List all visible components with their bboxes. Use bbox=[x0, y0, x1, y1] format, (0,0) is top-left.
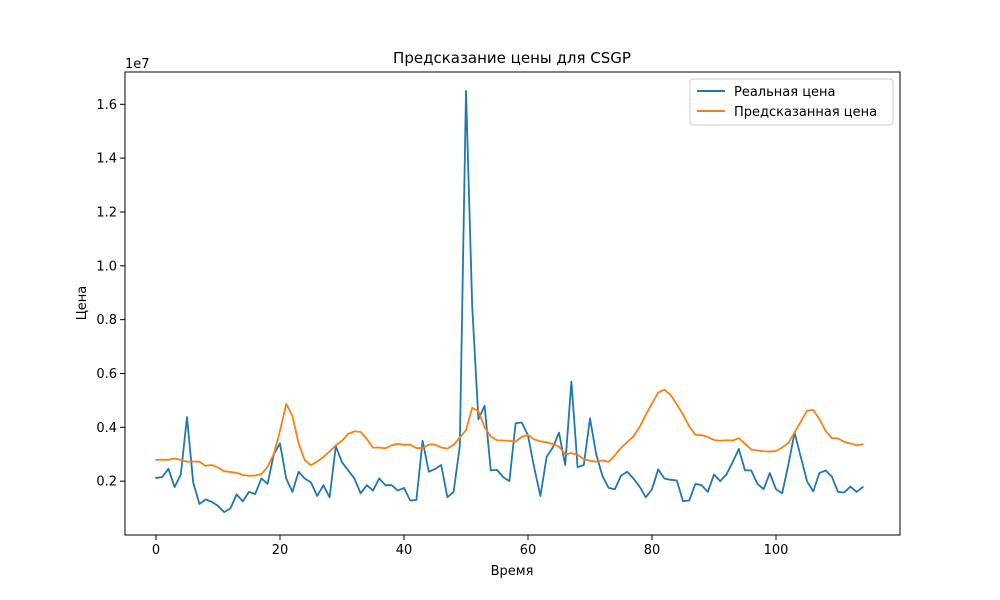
legend-label-predicted-price: Предсказанная цена bbox=[734, 105, 877, 120]
legend-label-real-price: Реальная цена bbox=[734, 85, 836, 100]
x-tick-label: 100 bbox=[764, 543, 789, 558]
plot-frame bbox=[124, 71, 901, 536]
y-tick-label: 1.0 bbox=[96, 259, 117, 274]
legend: Реальная цена Предсказанная цена bbox=[689, 78, 894, 126]
y-axis: 0.2 0.4 0.6 0.8 1.0 1.2 1.4 1.6 bbox=[96, 98, 125, 490]
y-offset-label: 1e7 bbox=[125, 57, 150, 72]
series-line-predicted-price bbox=[155, 388, 864, 477]
y-tick-label: 1.4 bbox=[96, 152, 117, 167]
legend-box bbox=[689, 78, 894, 126]
x-tick-label: 0 bbox=[152, 543, 160, 558]
x-tick-label: 80 bbox=[644, 543, 661, 558]
y-tick-label: 1.6 bbox=[96, 98, 117, 113]
y-tick-label: 0.8 bbox=[96, 313, 117, 328]
x-axis: 0 20 40 60 80 100 bbox=[152, 535, 789, 558]
x-tick-label: 20 bbox=[272, 543, 289, 558]
x-axis-title: Время bbox=[491, 564, 534, 579]
y-tick-label: 0.6 bbox=[96, 367, 117, 382]
y-tick-label: 0.2 bbox=[96, 475, 117, 490]
chart-title: Предсказание цены для CSGP bbox=[393, 49, 631, 67]
y-tick-label: 1.2 bbox=[96, 205, 117, 220]
y-tick-label: 0.4 bbox=[96, 421, 117, 436]
x-tick-label: 60 bbox=[520, 543, 537, 558]
plot-content bbox=[155, 89, 864, 514]
y-axis-title: Цена bbox=[75, 286, 90, 321]
x-tick-label: 40 bbox=[396, 543, 413, 558]
